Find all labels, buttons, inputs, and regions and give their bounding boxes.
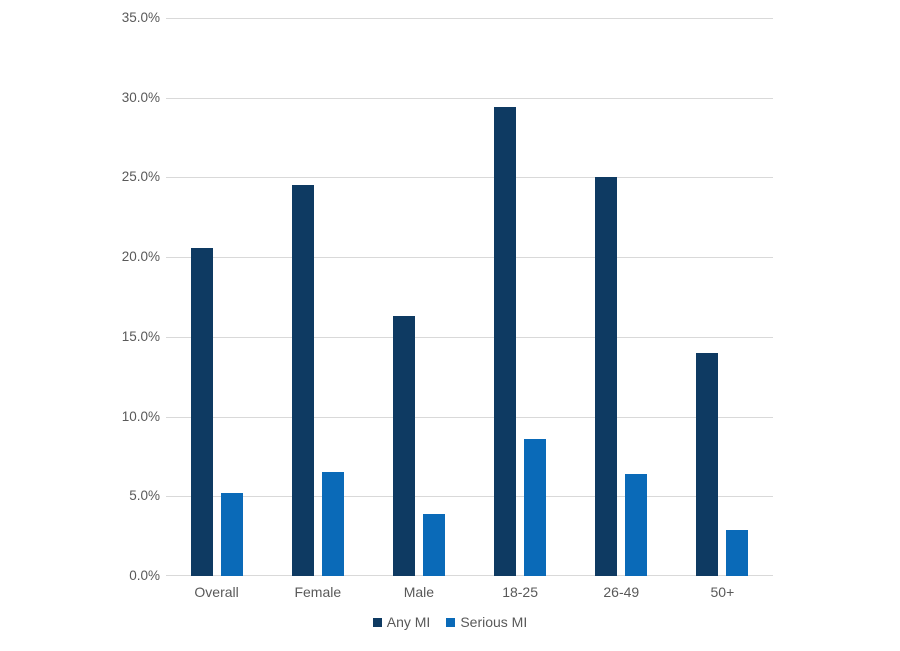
x-tick-label-50-: 50+ (710, 584, 735, 600)
x-tick-label-female: Female (294, 584, 342, 600)
bar-overall-any-mi (190, 247, 213, 576)
bar-male-serious-mi (422, 513, 445, 576)
x-tick-label-male: Male (403, 584, 435, 600)
y-tick-label: 15.0% (121, 328, 160, 344)
bar-female-serious-mi (321, 472, 344, 576)
legend: Any MI Serious MI (0, 614, 900, 630)
legend-label-serious-mi: Serious MI (460, 614, 528, 630)
gridline-100 (166, 416, 773, 418)
y-tick-label: 25.0% (121, 169, 160, 185)
bar-50--any-mi (696, 352, 719, 576)
bar-male-any-mi (392, 316, 415, 576)
gridline-350 (166, 18, 773, 19)
gridline-250 (166, 177, 773, 179)
bar-female-any-mi (291, 185, 314, 576)
legend-item-any-mi: Any MI (372, 614, 431, 630)
y-tick-label: 0.0% (129, 568, 160, 583)
x-tick-label-26-49: 26-49 (603, 584, 640, 600)
y-tick-label: 10.0% (121, 408, 160, 424)
bar-50--serious-mi (726, 529, 749, 576)
bar-18-25-any-mi (494, 107, 517, 576)
y-tick-label: 35.0% (121, 10, 160, 25)
y-tick-label: 20.0% (121, 249, 160, 265)
legend-swatch-any-mi (372, 617, 382, 627)
legend-item-serious-mi: Serious MI (446, 614, 527, 630)
legend-swatch-serious-mi (446, 617, 456, 627)
x-tick-label-overall: Overall (194, 584, 239, 600)
x-tick-label-18-25: 18-25 (502, 584, 538, 600)
gridline-200 (166, 257, 773, 259)
legend-label-any-mi: Any MI (386, 614, 431, 630)
bar-26-49-any-mi (595, 177, 618, 576)
plot-area (166, 18, 773, 576)
gridline-150 (166, 336, 773, 338)
bar-18-25-serious-mi (524, 438, 547, 576)
gridline-00 (166, 575, 773, 576)
gridline-50 (166, 496, 773, 498)
bar-26-49-serious-mi (625, 474, 648, 576)
bar-overall-serious-mi (220, 493, 243, 576)
y-tick-label: 30.0% (121, 89, 160, 105)
gridline-300 (166, 97, 773, 99)
y-tick-label: 5.0% (129, 488, 160, 504)
